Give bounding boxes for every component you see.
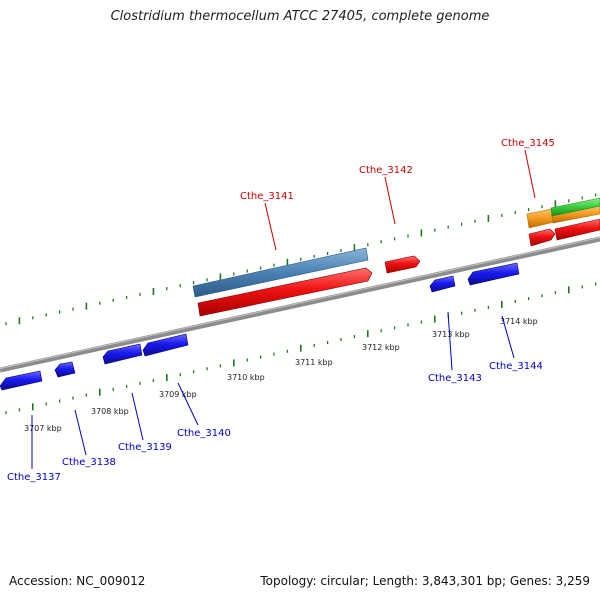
forward-gene[interactable]	[197, 267, 373, 317]
forward-gene[interactable]	[528, 228, 556, 247]
genome-title: Clostridium thermocellum ATCC 27405, com…	[110, 9, 490, 24]
forward-gene[interactable]	[554, 218, 600, 241]
kbp-label: 3712 kbp	[362, 343, 400, 352]
reverse-gene-labels: Cthe_3137 Cthe_3138 Cthe_3139 Cthe_3140 …	[7, 361, 543, 483]
inner-tick-row	[5, 282, 597, 415]
gene-label-reverse[interactable]: Cthe_3137	[7, 472, 61, 483]
topology-text: Topology: circular; Length: 3,843,301 bp…	[260, 574, 590, 588]
backbone	[0, 236, 600, 373]
accession-text: Accession: NC_009012	[9, 574, 146, 588]
reverse-gene[interactable]	[467, 262, 520, 286]
gene-label-reverse[interactable]: Cthe_3139	[118, 442, 172, 453]
kbp-label: 3714 kbp	[500, 317, 538, 326]
gene-label-reverse[interactable]: Cthe_3143	[428, 373, 482, 384]
outer-tick-row	[5, 193, 597, 326]
gene-label-forward[interactable]: Cthe_3142	[359, 165, 413, 176]
forward-gene-track	[197, 218, 600, 317]
gene-label-forward[interactable]: Cthe_3145	[501, 138, 555, 149]
reverse-gene[interactable]	[102, 343, 143, 365]
reverse-gene[interactable]	[429, 275, 456, 293]
reverse-gene[interactable]	[54, 361, 76, 378]
reverse-gene[interactable]	[0, 370, 43, 391]
forward-gene[interactable]	[384, 255, 421, 274]
gene-label-reverse[interactable]: Cthe_3144	[489, 361, 543, 372]
kbp-label: 3710 kbp	[227, 373, 265, 382]
feature-steelblue[interactable]	[192, 247, 369, 298]
kbp-label: 3713 kbp	[432, 330, 470, 339]
reverse-leader-lines	[31, 311, 515, 469]
gene-label-reverse[interactable]: Cthe_3140	[177, 428, 231, 439]
feature-track	[192, 197, 600, 298]
kbp-label: 3707 kbp	[24, 424, 62, 433]
kbp-label: 3708 kbp	[91, 407, 129, 416]
gene-label-reverse[interactable]: Cthe_3138	[62, 457, 116, 468]
reverse-gene[interactable]	[142, 333, 189, 357]
kbp-label: 3711 kbp	[295, 358, 333, 367]
forward-gene-labels: Cthe_3141 Cthe_3142 Cthe_3145	[240, 138, 555, 202]
kbp-scale: 3707 kbp 3708 kbp 3709 kbp 3710 kbp 3711…	[24, 317, 538, 433]
reverse-gene-track	[0, 262, 520, 391]
feature-green[interactable]	[550, 197, 600, 217]
forward-leader-lines	[264, 149, 536, 251]
kbp-label: 3709 kbp	[159, 390, 197, 399]
gene-label-forward[interactable]: Cthe_3141	[240, 191, 294, 202]
feature-orange[interactable]	[526, 208, 555, 229]
